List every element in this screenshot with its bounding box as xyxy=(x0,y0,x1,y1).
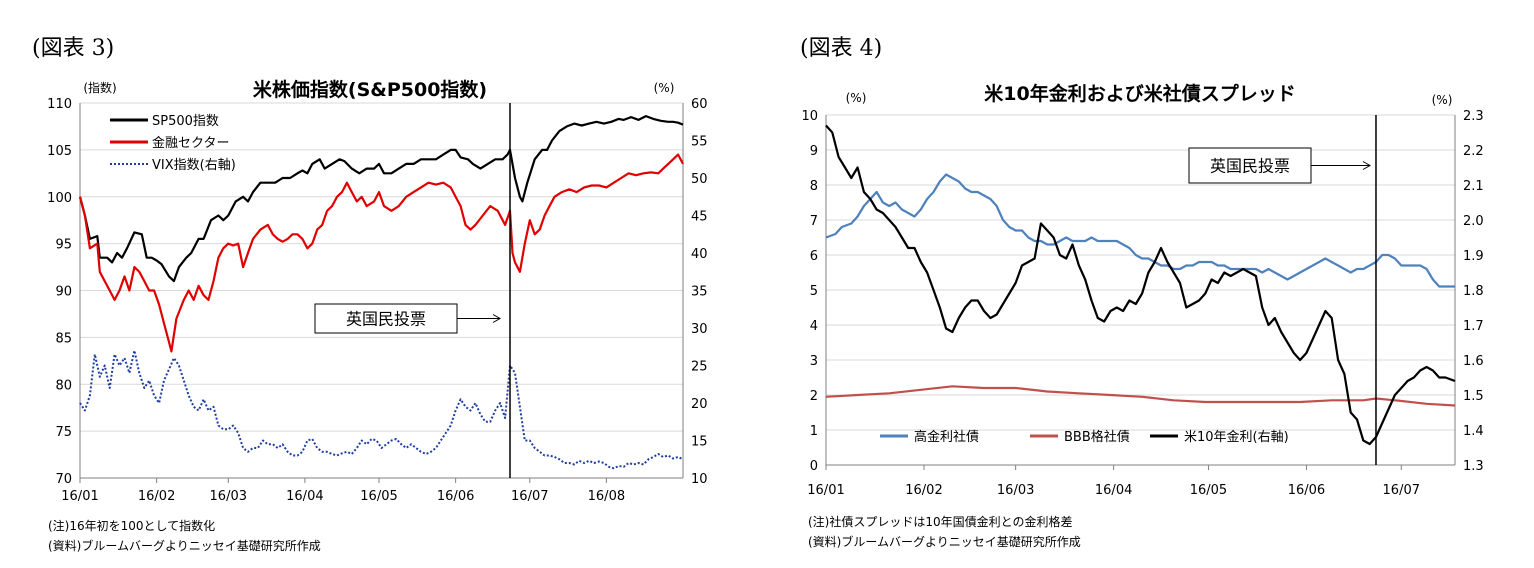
event-arrow-head xyxy=(492,314,502,323)
y-right-tick-label: 15 xyxy=(691,435,708,450)
note-right: (注)社債スプレッドは10年国債金利との金利格差 (資料)ブルームバーグよりニッ… xyxy=(808,512,1081,552)
series-line-1 xyxy=(78,153,684,353)
y-left-tick-label: 90 xyxy=(55,285,72,300)
y-left-tick-label: 105 xyxy=(47,144,72,159)
y-right-unit-label: (%) xyxy=(1432,93,1453,107)
stock-index-chart: 70 75 80 85 90 95 100 105 110 10 15 20 25 30 35 40 45 50 5… xyxy=(47,78,708,504)
y-left-tick-label: 8 xyxy=(810,179,818,194)
series-line-2 xyxy=(825,124,1456,446)
x-tick-label: 16/05 xyxy=(1190,483,1227,498)
figure-label-3: (図表 3) xyxy=(32,36,115,61)
x-tick-label: 16/03 xyxy=(210,489,247,504)
x-tick-label: 16/02 xyxy=(905,483,942,498)
note-left: (注)16年初を100として指数化 (資料)ブルームバーグよりニッセイ基礎研究所… xyxy=(48,516,321,556)
event-label: 英国民投票 xyxy=(1210,157,1290,176)
y-right-tick-label: 45 xyxy=(691,210,708,225)
y-left-tick-label: 0 xyxy=(810,459,818,474)
y-left-tick-label: 4 xyxy=(810,319,818,334)
y-right-tick-label: 1.9 xyxy=(1463,249,1484,264)
x-tick-label: 16/04 xyxy=(286,489,323,504)
y-left-tick-label: 100 xyxy=(47,191,72,206)
series-line-0 xyxy=(78,114,684,283)
y-left-tick-label: 9 xyxy=(810,144,818,159)
y-left-tick-label: 3 xyxy=(810,354,818,369)
note-left-line-2: (資料)ブルームバーグよりニッセイ基礎研究所作成 xyxy=(48,539,321,553)
legend-label-0: SP500指数 xyxy=(152,114,219,129)
y-right-tick-label: 1.5 xyxy=(1463,389,1484,404)
x-tick-label: 16/03 xyxy=(997,483,1034,498)
y-left-tick-label: 80 xyxy=(55,378,72,393)
y-right-tick-label: 20 xyxy=(691,397,708,412)
y-left-tick-label: 6 xyxy=(810,249,818,264)
y-left-tick-label: 1 xyxy=(810,424,818,439)
event-arrow-head xyxy=(1362,161,1372,170)
y-right-tick-label: 2.3 xyxy=(1463,109,1484,124)
y-left-tick-label: 75 xyxy=(55,425,72,440)
y-left-tick-label: 2 xyxy=(810,389,818,404)
x-tick-label: 16/06 xyxy=(437,489,474,504)
legend-label-0: 高金利社債 xyxy=(914,429,979,445)
y-right-tick-label: 40 xyxy=(691,247,708,262)
legend-label-2: VIX指数(右軸) xyxy=(152,158,236,173)
y-right-unit-label: (%) xyxy=(654,81,675,95)
y-left-unit-label: (%) xyxy=(846,91,867,105)
figure-label-4: (図表 4) xyxy=(800,36,883,61)
event-label: 英国民投票 xyxy=(346,310,426,329)
series-line-1 xyxy=(825,385,1456,407)
x-tick-label: 16/08 xyxy=(588,489,625,504)
legend-label-1: BBB格社債 xyxy=(1064,429,1130,445)
y-right-tick-label: 1.3 xyxy=(1463,459,1484,474)
x-tick-label: 16/06 xyxy=(1288,483,1325,498)
note-right-line-2: (資料)ブルームバーグよりニッセイ基礎研究所作成 xyxy=(808,535,1081,549)
x-tick-label: 16/02 xyxy=(138,489,175,504)
x-tick-label: 16/05 xyxy=(360,489,397,504)
y-right-tick-label: 2.2 xyxy=(1463,144,1484,159)
y-right-tick-label: 50 xyxy=(691,172,708,187)
chart-title: 米株価指数(S&P500指数) xyxy=(253,78,487,101)
y-right-tick-label: 25 xyxy=(691,360,708,375)
y-left-tick-label: 70 xyxy=(55,472,72,487)
x-tick-label: 16/07 xyxy=(1383,483,1420,498)
x-tick-label: 16/04 xyxy=(1095,483,1132,498)
y-left-tick-label: 5 xyxy=(810,284,818,299)
y-right-tick-label: 1.7 xyxy=(1463,319,1484,334)
y-right-tick-label: 1.8 xyxy=(1463,284,1484,299)
x-tick-label: 16/01 xyxy=(61,489,98,504)
y-left-tick-label: 110 xyxy=(47,97,72,112)
series-line-2 xyxy=(79,349,684,470)
y-left-tick-label: 85 xyxy=(55,331,72,346)
chart-title: 米10年金利および米社債スプレッド xyxy=(984,82,1295,105)
y-right-tick-label: 1.6 xyxy=(1463,354,1484,369)
x-tick-label: 16/07 xyxy=(511,489,548,504)
note-right-line-1: (注)社債スプレッドは10年国債金利との金利格差 xyxy=(808,515,1073,529)
y-left-tick-label: 7 xyxy=(810,214,818,229)
legend-label-2: 米10年金利(右軸) xyxy=(1184,429,1289,445)
y-right-tick-label: 2.0 xyxy=(1463,214,1484,229)
y-right-tick-label: 30 xyxy=(691,322,708,337)
legend-label-1: 金融セクター xyxy=(152,135,229,151)
x-tick-label: 16/01 xyxy=(807,483,844,498)
y-right-tick-label: 10 xyxy=(691,472,708,487)
bond-spread-chart: 0 1 2 3 4 5 6 7 8 9 10 1.3 1.4 1.5 1.6 1.7 1.8 1.9 2.0 2.1 2… xyxy=(801,82,1484,498)
y-left-tick-label: 95 xyxy=(55,238,72,253)
y-right-tick-label: 55 xyxy=(691,135,708,150)
y-right-tick-label: 1.4 xyxy=(1463,424,1484,439)
event-label-box xyxy=(1188,147,1312,184)
note-left-line-1: (注)16年初を100として指数化 xyxy=(48,519,216,533)
y-right-tick-label: 2.1 xyxy=(1463,179,1484,194)
y-right-tick-label: 60 xyxy=(691,97,708,112)
y-left-unit-label: (指数) xyxy=(83,80,116,95)
y-right-tick-label: 35 xyxy=(691,285,708,300)
series-line-0 xyxy=(825,173,1455,288)
y-left-tick-label: 10 xyxy=(801,109,818,124)
